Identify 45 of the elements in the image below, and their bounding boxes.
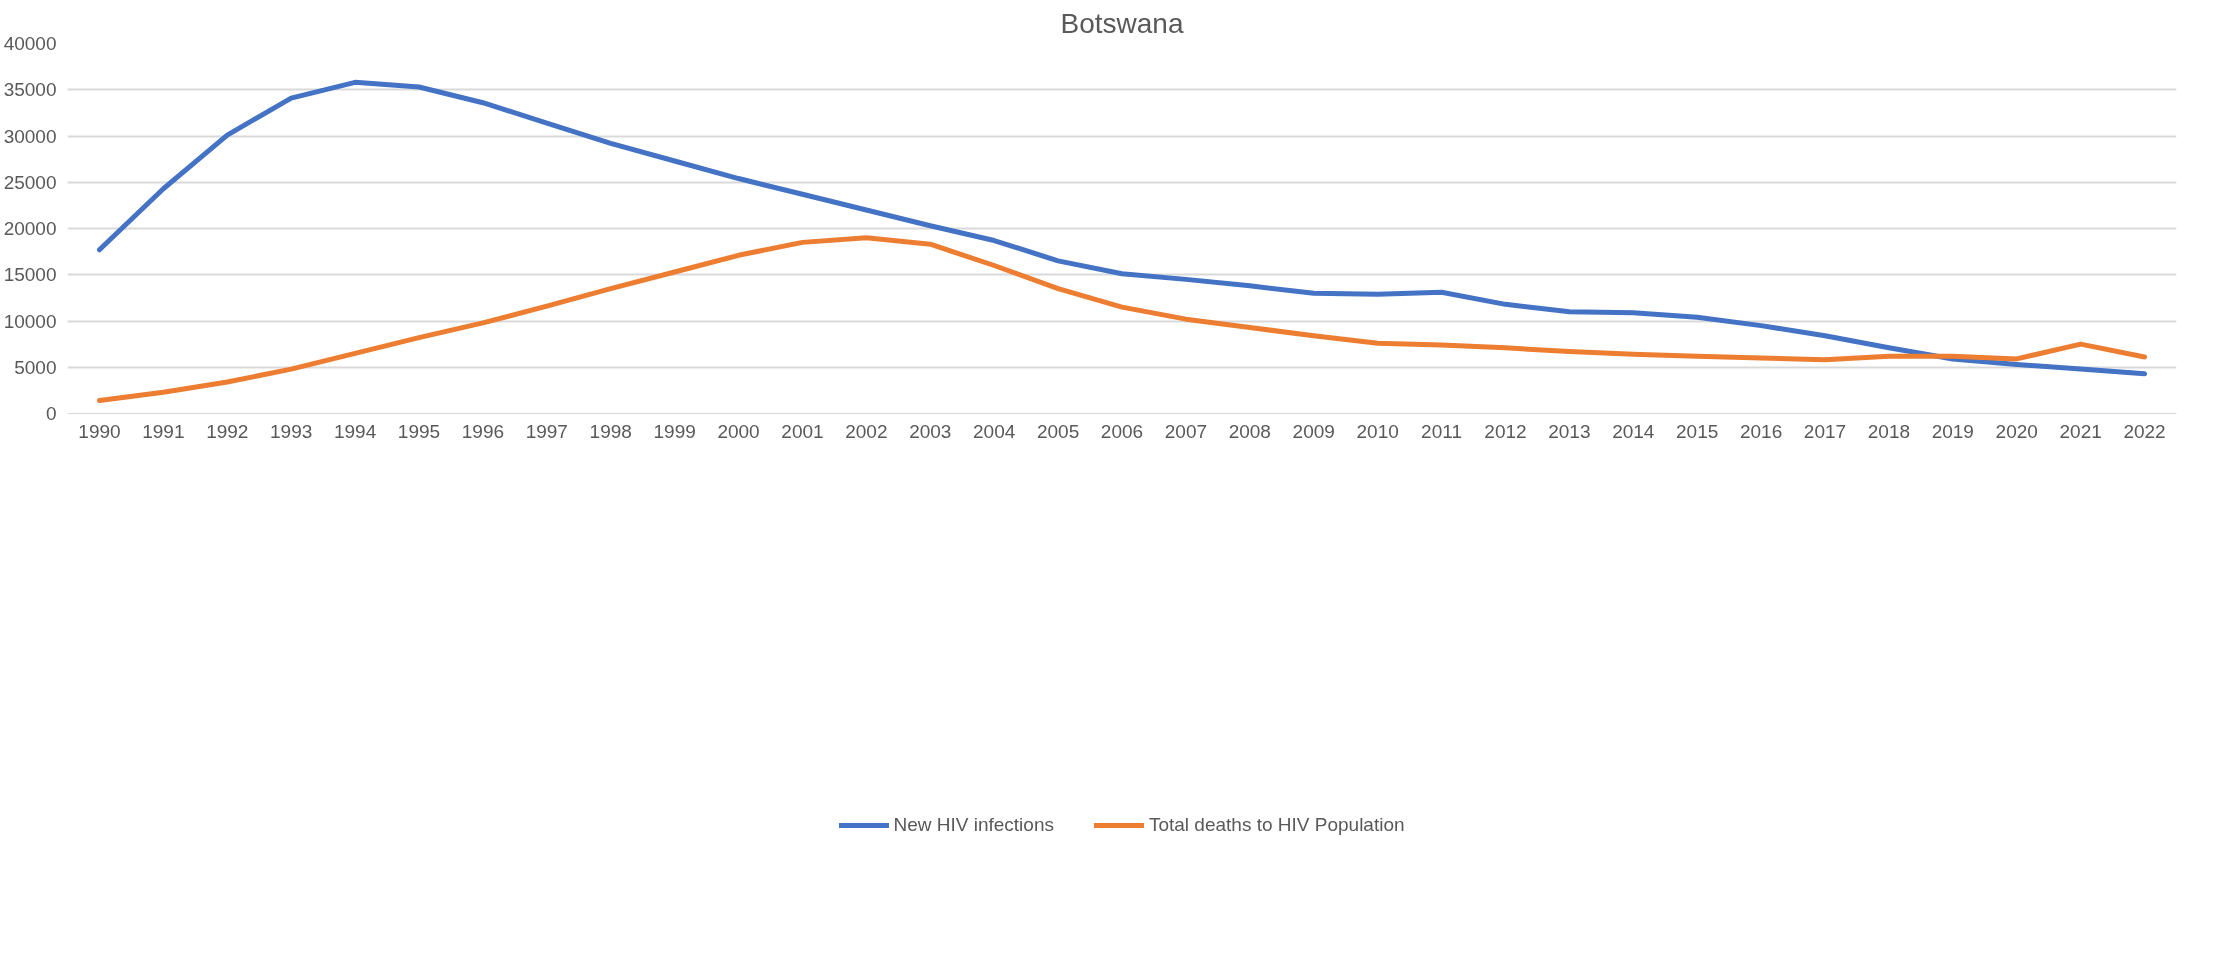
x-tick-label: 1999 xyxy=(653,420,696,442)
x-tick-label: 2007 xyxy=(1164,420,1208,442)
x-tick-label: 2005 xyxy=(1036,420,1080,442)
y-tick-label: 0 xyxy=(45,403,57,424)
x-tick-label: 1995 xyxy=(397,420,441,442)
x-tick-label: 2001 xyxy=(781,420,824,442)
x-tick-label: 2016 xyxy=(1739,420,1783,442)
x-tick-label: 2010 xyxy=(1356,420,1399,442)
x-tick-label: 2017 xyxy=(1803,420,1847,442)
y-tick-label: 15000 xyxy=(3,264,57,286)
x-tick-label: 2009 xyxy=(1292,420,1335,442)
x-tick-label: 2002 xyxy=(845,420,888,442)
x-tick-label: 2000 xyxy=(717,420,760,442)
x-tick-label: 2021 xyxy=(2059,420,2102,442)
x-tick-label: 1994 xyxy=(333,420,377,442)
x-tick-label: 1993 xyxy=(270,420,313,442)
x-tick-label: 2019 xyxy=(1931,420,1974,442)
x-tick-label: 1997 xyxy=(525,420,568,442)
y-tick-label: 20000 xyxy=(3,218,57,239)
y-tick-label: 30000 xyxy=(3,125,57,147)
legend-label: Total deaths to HIV Population xyxy=(1148,813,1405,836)
chart-title: Botswana xyxy=(1060,7,1184,39)
x-tick-label: 1996 xyxy=(461,420,505,442)
x-tick-label: 1990 xyxy=(78,420,121,442)
x-tick-label: 2020 xyxy=(1995,420,2038,442)
y-tick-label: 40000 xyxy=(3,33,57,54)
x-tick-label: 2013 xyxy=(1548,420,1591,442)
x-tick-label: 2014 xyxy=(1612,420,1655,442)
y-tick-label: 5000 xyxy=(14,356,57,378)
x-tick-label: 2022 xyxy=(2123,420,2166,442)
y-tick-label: 25000 xyxy=(3,171,57,193)
y-tick-label: 10000 xyxy=(3,310,57,332)
x-tick-label: 1992 xyxy=(206,420,249,442)
x-tick-label: 2015 xyxy=(1676,420,1719,442)
x-tick-label: 2018 xyxy=(1867,420,1911,442)
x-tick-label: 2006 xyxy=(1100,420,1144,442)
x-tick-label: 2012 xyxy=(1484,420,1527,442)
x-tick-label: 2008 xyxy=(1228,420,1271,442)
x-tick-label: 2003 xyxy=(909,420,952,442)
x-tick-label: 2004 xyxy=(973,420,1016,442)
x-tick-label: 2011 xyxy=(1421,420,1462,442)
legend-label: New HIV infections xyxy=(893,813,1054,836)
x-tick-label: 1998 xyxy=(589,420,632,442)
y-tick-label: 35000 xyxy=(3,79,57,101)
x-tick-label: 1991 xyxy=(142,420,185,442)
